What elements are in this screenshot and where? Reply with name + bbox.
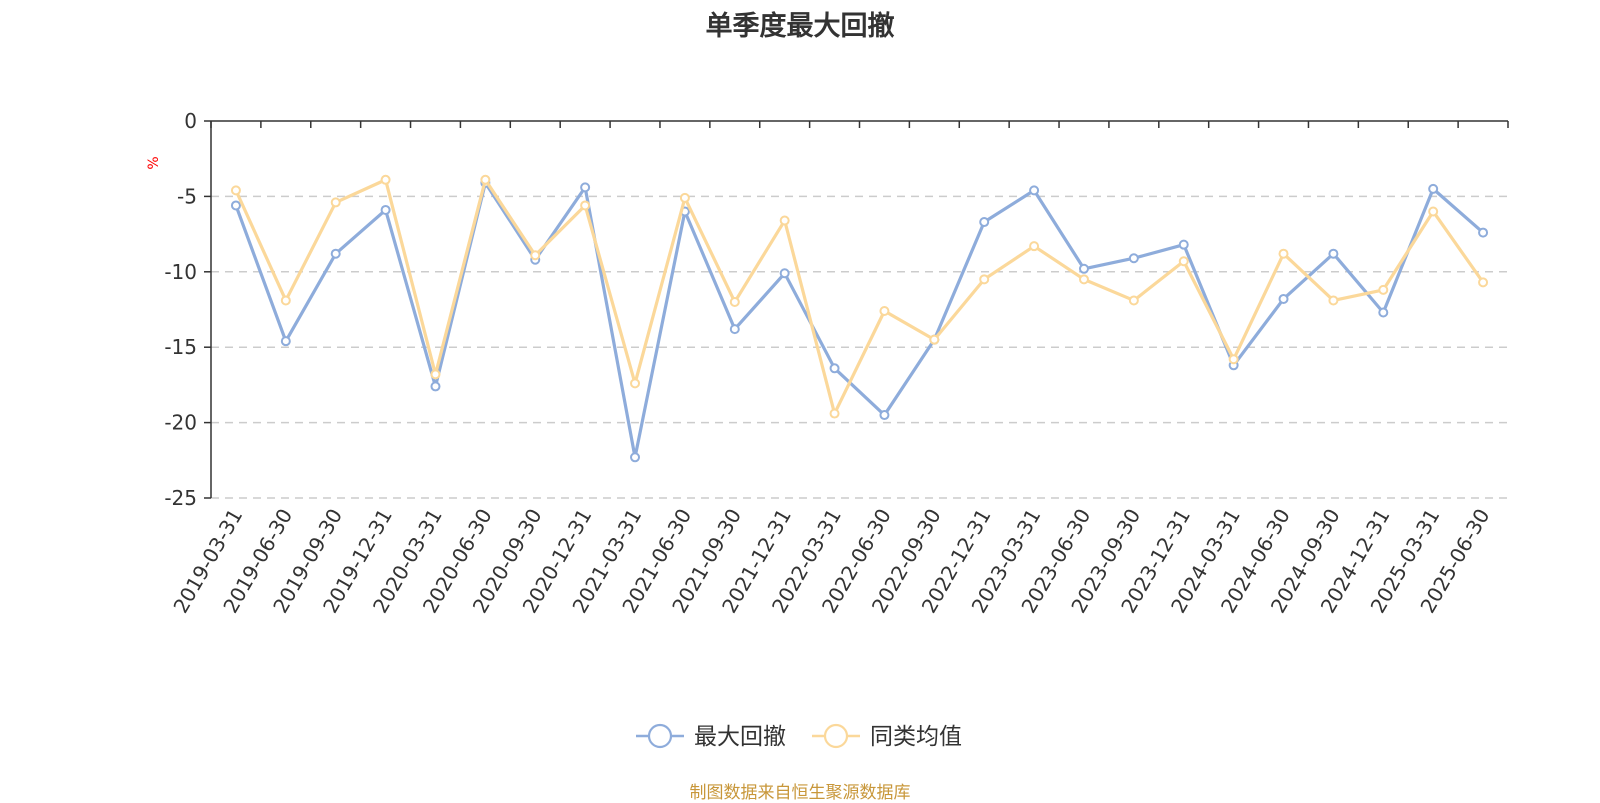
data-point	[1278, 248, 1289, 259]
y-tick-label: -25	[164, 486, 197, 510]
data-point	[979, 274, 990, 285]
data-point	[779, 268, 790, 279]
y-tick-label: -5	[177, 184, 197, 208]
data-point	[1478, 227, 1489, 238]
data-point	[1178, 239, 1189, 250]
y-tick-label: 0	[184, 109, 197, 133]
data-point	[729, 324, 740, 335]
data-point	[630, 378, 641, 389]
data-point	[1228, 354, 1239, 365]
legend-label: 同类均值	[870, 724, 962, 750]
data-point	[1029, 185, 1040, 196]
data-point	[779, 215, 790, 226]
legend-item[interactable]: 最大回撤	[636, 723, 786, 750]
data-point	[829, 408, 840, 419]
data-point	[879, 306, 890, 317]
data-point	[380, 174, 391, 185]
data-point	[330, 197, 341, 208]
data-point	[1278, 293, 1289, 304]
series-layer	[230, 174, 1489, 463]
legend[interactable]: 最大回撤 同类均值	[636, 723, 962, 750]
y-tick-label: -15	[164, 335, 197, 359]
y-tick-label: -10	[164, 260, 197, 284]
data-point	[1428, 206, 1439, 217]
legend-item[interactable]: 同类均值	[812, 723, 962, 750]
data-point	[430, 369, 441, 380]
chart-title: 单季度最大回撤	[705, 11, 895, 42]
data-point	[230, 200, 241, 211]
x-tick-labels: 2019-03-312019-06-302019-09-302019-12-31…	[168, 504, 1494, 617]
y-tick-label: -20	[164, 411, 197, 435]
data-point	[1328, 248, 1339, 259]
data-point	[630, 452, 641, 463]
data-point	[979, 217, 990, 228]
data-point	[929, 334, 940, 345]
data-point	[580, 182, 591, 193]
grid-lines	[211, 195, 1508, 499]
data-point	[1078, 263, 1089, 274]
series-line	[234, 178, 1485, 416]
source-note: 制图数据来自恒生聚源数据库	[689, 783, 911, 803]
legend-marker	[823, 723, 849, 749]
series-2	[230, 174, 1489, 419]
data-point	[530, 250, 541, 261]
data-point	[430, 381, 441, 392]
data-point	[380, 204, 391, 215]
data-point	[230, 185, 241, 196]
data-point	[280, 295, 291, 306]
data-point	[879, 410, 890, 421]
data-point	[1178, 256, 1189, 267]
y-tick-labels: 0 -5 -10 -15 -20 -25	[164, 109, 197, 510]
data-point	[1378, 284, 1389, 295]
data-point	[580, 200, 591, 211]
data-point	[280, 336, 291, 347]
data-point	[1128, 253, 1139, 264]
series-line	[234, 181, 1485, 459]
legend-label: 最大回撤	[694, 724, 786, 750]
data-point	[1078, 274, 1089, 285]
data-point	[679, 192, 690, 203]
data-point	[1428, 183, 1439, 194]
data-point	[829, 363, 840, 374]
data-point	[1029, 241, 1040, 252]
data-point	[1378, 307, 1389, 318]
data-point	[1478, 277, 1489, 288]
data-point	[729, 296, 740, 307]
y-axis-unit-label: %	[146, 156, 162, 169]
data-point	[330, 248, 341, 259]
data-point	[1328, 295, 1339, 306]
data-point	[1128, 295, 1139, 306]
legend-marker	[647, 723, 673, 749]
axes	[204, 120, 1509, 499]
data-point	[480, 174, 491, 185]
